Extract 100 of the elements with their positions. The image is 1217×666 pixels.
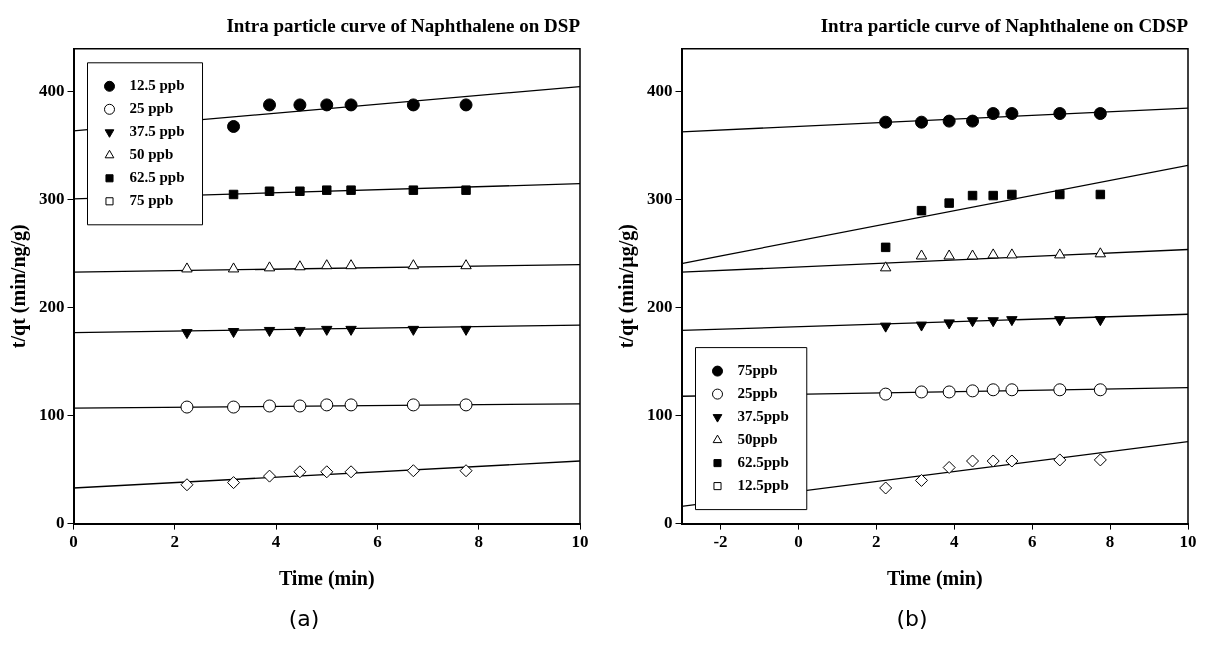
point [1054,248,1066,259]
x-tick-label: 10 [571,532,589,552]
point [1093,107,1107,121]
point [228,189,239,200]
point [915,249,928,260]
point [1093,383,1107,397]
point [966,249,979,260]
point [1055,189,1065,200]
point [294,260,306,271]
x-tick-label: 0 [794,532,803,552]
point [406,464,420,478]
point [293,98,307,112]
point [1053,107,1067,121]
legend-label: 12.5 ppb [129,77,185,94]
point [459,464,473,478]
point [966,384,980,398]
point [263,469,277,483]
point [1095,189,1106,200]
legend-label: 62.5 ppb [129,169,185,186]
point [344,465,358,479]
point [942,385,956,399]
point [1054,316,1066,327]
point [321,259,333,270]
point [181,329,193,340]
point [943,319,955,330]
text: (a) [287,606,321,631]
point [407,325,420,336]
x-tick-label: 8 [1105,532,1115,552]
x-tick-label: -2 [713,532,728,552]
point [460,325,472,336]
point [227,328,240,339]
x-axis-title: Time (min) [278,567,375,591]
point [942,114,956,128]
point [1005,107,1019,121]
y-tick-label: 100 [647,405,673,425]
point [263,261,276,272]
point [1007,189,1017,200]
x-tick-label: 8 [474,532,483,552]
point [293,399,307,413]
point [227,476,241,490]
point [1006,248,1018,259]
point [459,98,473,112]
point [406,98,420,112]
chart-title: Intra particle curve of Naphthalene on DSP [226,15,581,37]
point [322,185,332,195]
point [915,321,928,332]
x-tick-label: 2 [170,532,180,552]
point [986,383,1000,397]
point [263,98,277,112]
legend-label: 50 ppb [129,146,174,163]
point [1053,453,1067,467]
y-tick-label: 300 [39,189,65,209]
point [880,242,891,253]
point [1005,383,1019,397]
point [987,248,999,259]
point [1094,316,1107,327]
legend-label: 37.5 ppb [129,123,185,140]
point [966,317,979,328]
legend-label: 62.5ppb [737,453,789,470]
y-axis-title: t/qt (min/ng/g) [7,224,31,349]
point [344,398,358,412]
y-tick-label: 200 [647,297,673,317]
y-tick-label: 100 [39,405,65,425]
point [344,98,358,112]
legend-label: 12.5ppb [737,476,789,493]
point [264,186,275,196]
point [459,398,473,412]
x-tick-label: 4 [949,532,959,552]
point [320,465,334,479]
x-tick-label: 10 [1179,532,1197,552]
y-tick-label: 400 [39,81,65,101]
text: (b) [895,606,929,631]
y-tick-label: 300 [647,189,673,209]
point [879,261,892,272]
point [1006,316,1018,327]
point [345,325,357,336]
point [227,262,240,273]
point [879,115,893,129]
point [1094,247,1107,258]
point [915,473,928,487]
point [406,398,420,412]
legend-label: 75ppb [737,361,778,378]
point [408,185,419,195]
point [879,387,893,401]
point [915,385,928,399]
point [986,107,1000,121]
point [294,326,306,337]
y-tick-label: 400 [647,81,673,101]
point [460,259,472,270]
legend-label: 50ppb [737,430,778,447]
point [988,190,998,201]
point [263,399,277,413]
point [916,205,927,216]
point [181,262,193,273]
point [1005,454,1019,468]
x-tick-label: 2 [872,532,881,552]
x-axis-title: Time (min) [886,567,983,591]
y-axis-title: t/qt (min/µg/g) [615,224,639,349]
chart-title: Intra particle curve of Naphthalene on CDSP [820,15,1189,37]
point [966,114,980,128]
